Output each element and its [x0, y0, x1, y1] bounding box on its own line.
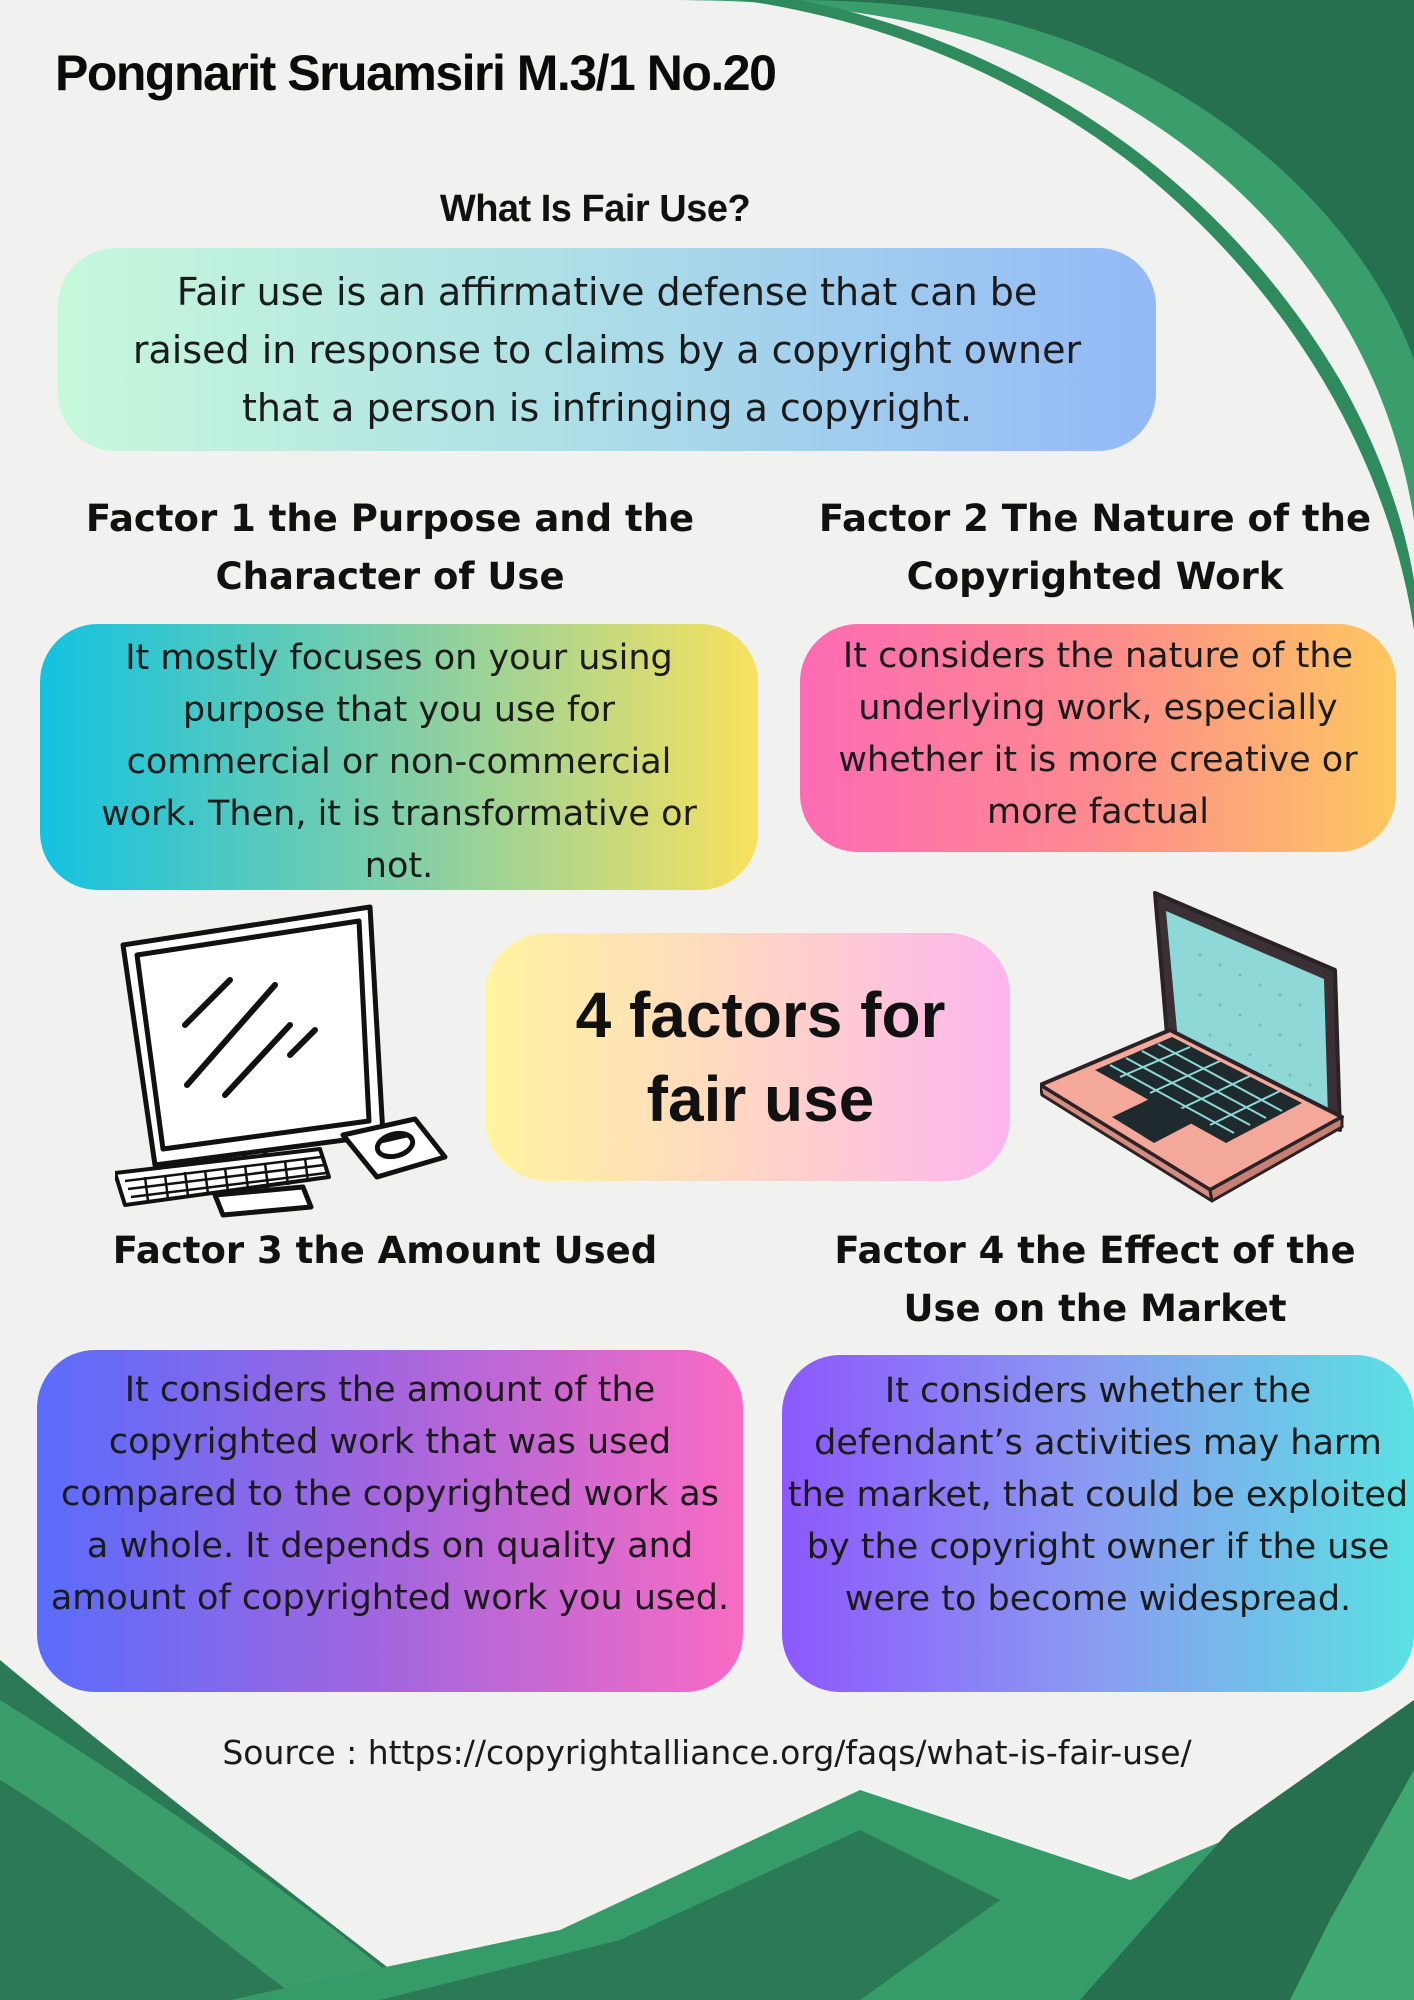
factor-2-text: It considers the nature of the underlyin… — [838, 636, 1358, 832]
top-right-green-wave — [650, 0, 1414, 520]
bottom-right-light-shape — [1290, 1770, 1414, 2000]
author-heading: Pongnarit Sruamsiri M.3/1 No.20 — [55, 45, 777, 101]
desktop-computer-icon — [115, 904, 448, 1218]
laptop-icon — [1040, 891, 1344, 1203]
bottom-center-dark-shape — [380, 1830, 1000, 2000]
factor-1-box: It mostly focuses on your using purpose … — [40, 624, 758, 890]
factor-3-text: It considers the amount of the copyright… — [50, 1370, 730, 1618]
bottom-left-green-shape — [0, 1660, 430, 2000]
factor-2-box: It considers the nature of the underlyin… — [800, 624, 1396, 852]
center-title: 4 factors for fair use — [575, 979, 946, 1135]
intro-text: Fair use is an affirmative defense that … — [132, 269, 1082, 430]
intro-title: What Is Fair Use? — [439, 188, 751, 230]
factor-4-text: It considers whether the defendant’s act… — [787, 1371, 1409, 1619]
top-right-dark-wave — [790, 0, 1414, 360]
intro-box: Fair use is an affirmative defense that … — [58, 248, 1156, 451]
center-title-box: 4 factors for fair use — [485, 933, 1010, 1181]
factor-4-title: Factor 4 the Effect of the Use on the Ma… — [834, 1229, 1356, 1330]
factor-2-title: Factor 2 The Nature of the Copyrighted W… — [818, 497, 1372, 598]
factor-3-title: Factor 3 the Amount Used — [112, 1229, 658, 1272]
factor-4-box: It considers whether the defendant’s act… — [782, 1355, 1414, 1692]
factor-3-box: It considers the amount of the copyright… — [37, 1350, 743, 1692]
bottom-left-light-shape — [0, 1700, 420, 2000]
factor-1-text: It mostly focuses on your using purpose … — [101, 638, 697, 886]
source-citation: Source : https://copyrightalliance.org/f… — [222, 1733, 1192, 1772]
factor-1-title: Factor 1 the Purpose and the Character o… — [85, 497, 695, 598]
